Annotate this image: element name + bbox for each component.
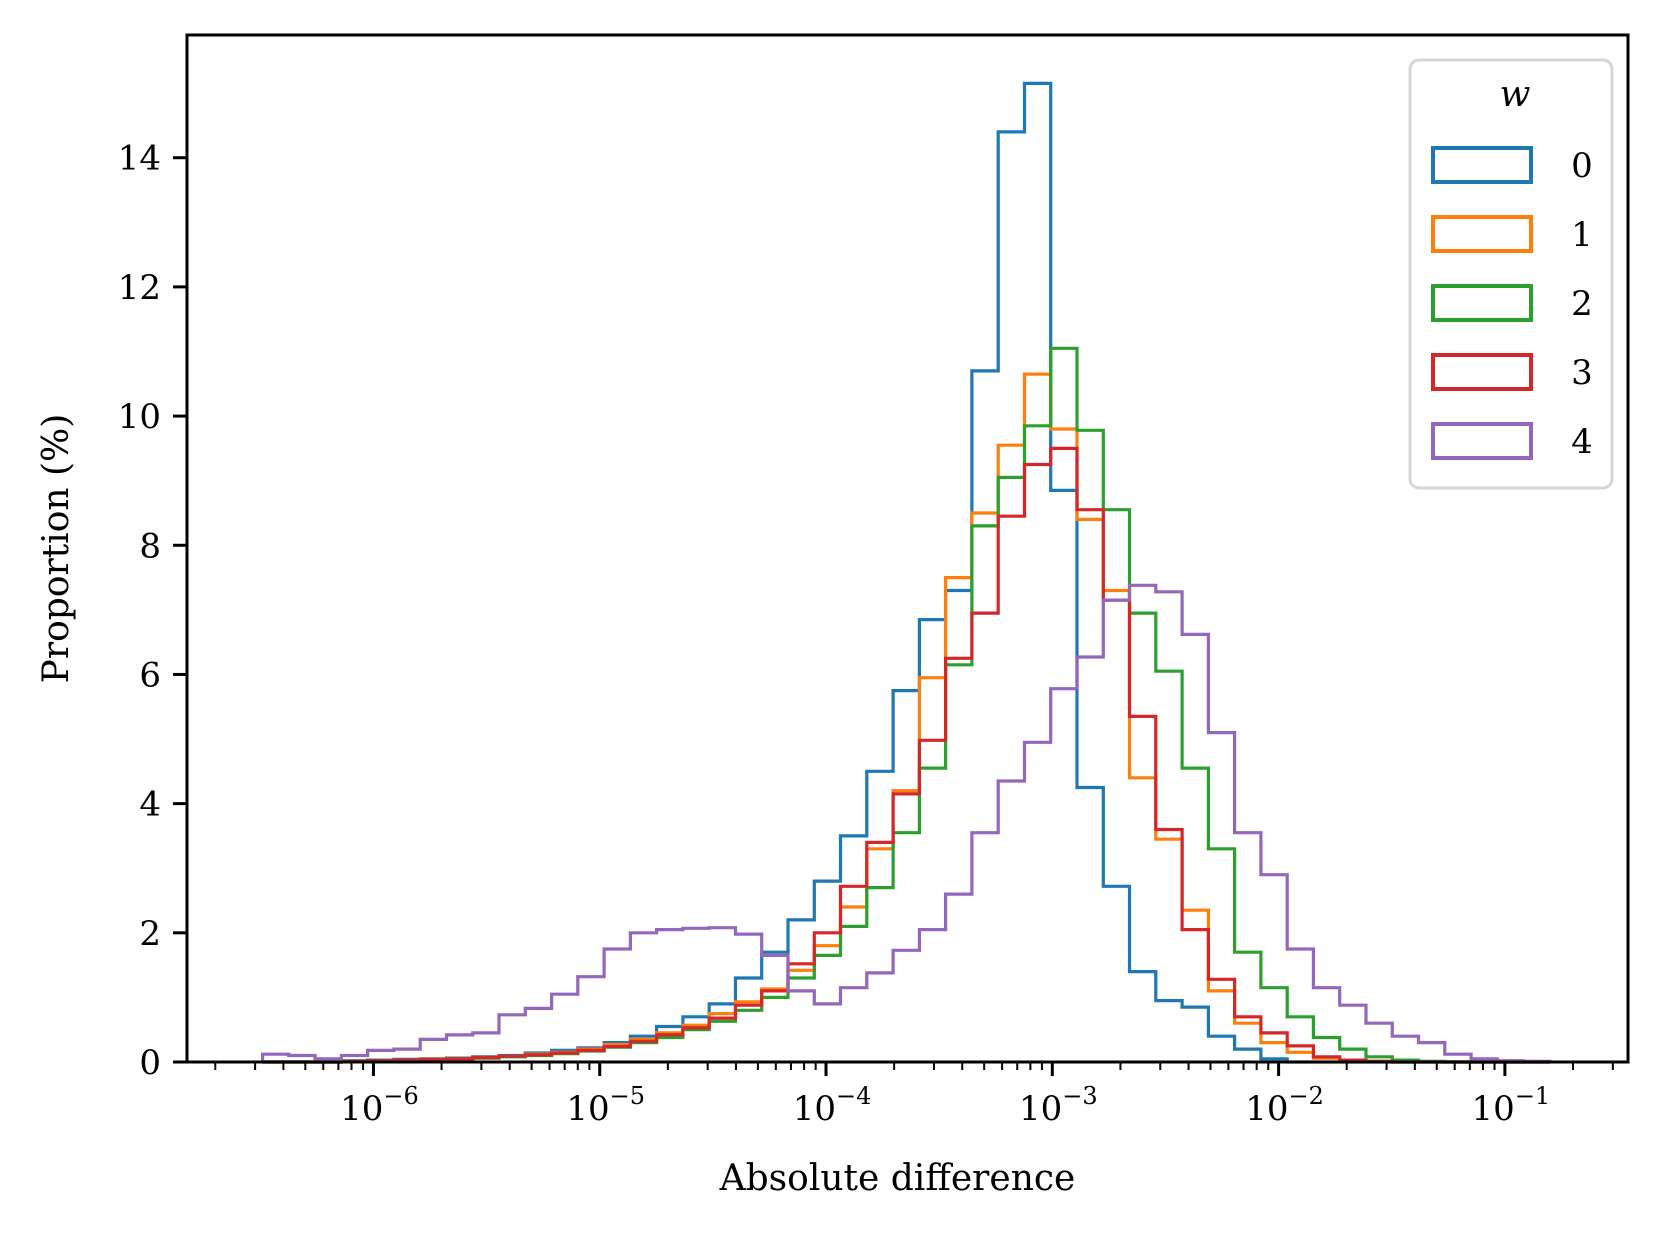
legend-label: 0 [1571, 146, 1593, 186]
legend-item-2: 2 [1431, 284, 1593, 324]
legend-items: 0 1 2 3 4 [1431, 146, 1593, 462]
legend-item-0: 0 [1431, 146, 1593, 186]
x-axis: 10−6 10−5 10−4 10−3 10−2 10−1 [214, 1062, 1614, 1129]
legend-swatch [1431, 353, 1533, 391]
y-tick-label: 6 [139, 655, 161, 695]
axes-frame [185, 33, 1630, 1064]
series-4 [261, 583, 1552, 1063]
legend-item-3: 3 [1431, 353, 1593, 393]
legend-swatch [1431, 422, 1533, 460]
x-tick-label: 10−4 [793, 1082, 872, 1129]
series-3 [262, 446, 1550, 1064]
legend-title: w [1500, 74, 1531, 115]
y-tick-label: 12 [118, 268, 161, 308]
legend-swatch [1431, 215, 1533, 253]
x-tick-label: 10−5 [566, 1082, 645, 1129]
y-axis-title: Proportion (%) [36, 414, 77, 684]
x-axis-title: Absolute difference [719, 1158, 1076, 1199]
x-tick-label: 10−6 [340, 1082, 419, 1129]
legend-label: 2 [1571, 284, 1593, 324]
y-tick-label: 8 [139, 526, 161, 566]
x-tick-label: 10−3 [1019, 1082, 1098, 1129]
y-tick-label: 0 [139, 1043, 161, 1083]
step-line-series-4 [261, 583, 1552, 1063]
legend-item-1: 1 [1431, 215, 1593, 255]
y-tick-label: 2 [139, 914, 161, 954]
legend-box [1408, 58, 1614, 490]
x-tick-label: 10−1 [1472, 1082, 1551, 1129]
y-tick-label: 4 [139, 785, 161, 825]
step-line-series-3 [262, 446, 1550, 1064]
legend-label: 1 [1571, 215, 1593, 255]
legend-label: 3 [1571, 353, 1593, 393]
y-tick-label: 10 [118, 397, 161, 437]
legend: w 0 1 2 3 4 [1408, 58, 1614, 490]
legend-swatch [1431, 284, 1533, 322]
legend-swatch [1431, 146, 1533, 184]
legend-item-4: 4 [1431, 422, 1593, 462]
y-axis: 0 2 4 6 8 10 12 14 [118, 139, 187, 1083]
x-tick-label: 10−2 [1245, 1082, 1324, 1129]
legend-label: 4 [1571, 422, 1593, 462]
plot-area [261, 81, 1552, 1064]
y-tick-label: 14 [118, 139, 161, 179]
